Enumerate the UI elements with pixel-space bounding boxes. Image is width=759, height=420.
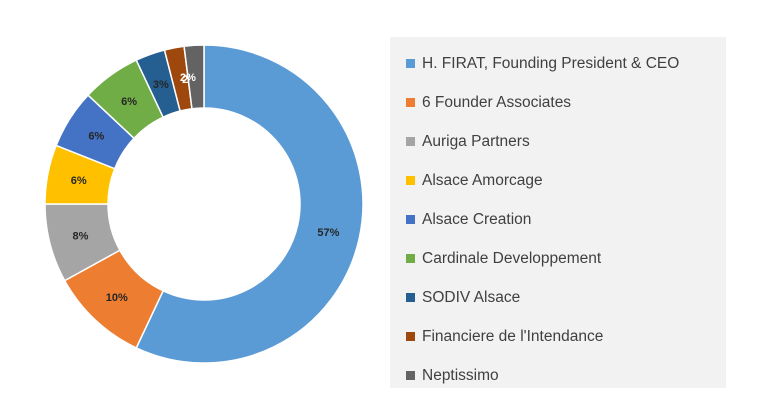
slice-data-label: 57% xyxy=(317,227,339,239)
legend-item: Cardinale Developpement xyxy=(390,239,726,278)
legend-swatch xyxy=(406,59,415,68)
legend-label: Financiere de l'Intendance xyxy=(422,327,604,345)
legend-label: Cardinale Developpement xyxy=(422,249,602,267)
chart-legend: H. FIRAT, Founding President & CEO 6 Foun… xyxy=(390,37,726,388)
legend-item: Neptissimo xyxy=(390,356,726,395)
legend-swatch xyxy=(406,332,415,341)
legend-swatch xyxy=(406,137,415,146)
legend-swatch xyxy=(406,371,415,380)
legend-item: Auriga Partners xyxy=(390,122,726,161)
legend-item: Alsace Amorcage xyxy=(390,161,726,200)
donut-chart: 57%10%8%6%6%6%3%2%2% xyxy=(44,44,364,364)
slice-data-label: 10% xyxy=(106,292,128,304)
donut-chart-svg: 57%10%8%6%6%6%3%2%2% xyxy=(44,44,364,364)
slice-data-label: 6% xyxy=(121,96,137,108)
legend-label: Alsace Amorcage xyxy=(422,171,543,189)
legend-swatch xyxy=(406,98,415,107)
slice-data-label: 3% xyxy=(153,79,169,91)
donut-slice xyxy=(183,44,205,110)
slice-data-label: 2% xyxy=(180,72,196,84)
legend-label: H. FIRAT, Founding President & CEO xyxy=(422,54,680,72)
legend-swatch xyxy=(406,254,415,263)
legend-label: SODIV Alsace xyxy=(422,288,521,306)
legend-label: Neptissimo xyxy=(422,366,499,384)
slice-data-label: 6% xyxy=(71,175,87,187)
legend-label: Alsace Creation xyxy=(422,210,532,228)
legend-swatch xyxy=(406,176,415,185)
legend-item: SODIV Alsace xyxy=(390,278,726,317)
legend-item: Financiere de l'Intendance xyxy=(390,317,726,356)
legend-label: 6 Founder Associates xyxy=(422,93,572,111)
donut-slice xyxy=(135,44,364,364)
legend-item: Alsace Creation xyxy=(390,200,726,239)
slice-data-label: 8% xyxy=(73,231,89,243)
legend-item: H. FIRAT, Founding President & CEO xyxy=(390,44,726,83)
legend-swatch xyxy=(406,215,415,224)
legend-item: 6 Founder Associates xyxy=(390,83,726,122)
legend-swatch xyxy=(406,293,415,302)
legend-label: Auriga Partners xyxy=(422,132,530,150)
slice-data-label: 6% xyxy=(88,131,104,143)
